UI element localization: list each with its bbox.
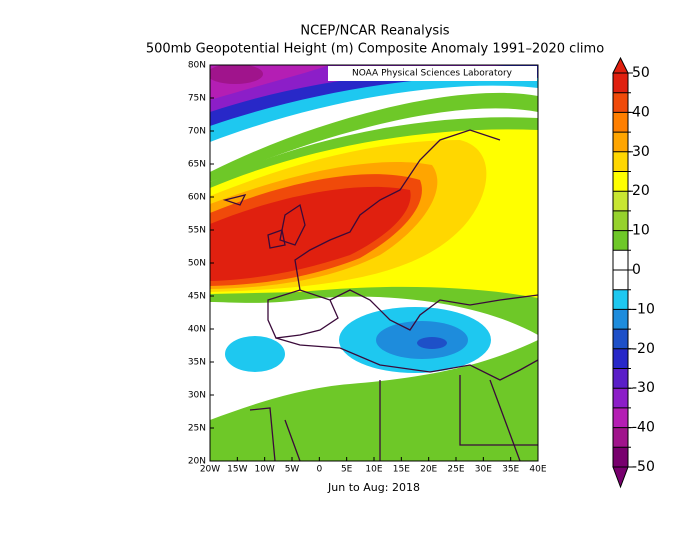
lat-label: 75N [188, 94, 206, 104]
colorbar-label: 20 [632, 183, 650, 199]
lat-label: 55N [188, 226, 206, 236]
colorbar-segment [613, 368, 628, 389]
credit-box [328, 66, 537, 81]
colorbar-arrow-top [612, 56, 629, 74]
lon-label: 15W [227, 465, 247, 475]
colorbar-segment [613, 151, 628, 172]
anomaly-field [210, 65, 538, 461]
colorbar: 50 40 30 20 10 0 -10 -20 -30 -40 -50 [612, 56, 655, 489]
lon-label: 35E [502, 465, 519, 475]
colorbar-segment [613, 309, 628, 330]
colorbar-label: -10 [632, 301, 655, 317]
colorbar-segment [613, 270, 628, 291]
colorbar-label: -30 [632, 380, 655, 396]
colorbar-segment [613, 348, 628, 369]
colorbar-segment [613, 447, 628, 468]
colorbar-label: 40 [632, 104, 650, 120]
colorbar-segment [613, 230, 628, 251]
subtitle: 500mb Geopotential Height (m) Composite … [146, 42, 604, 57]
colorbar-label: -40 [632, 420, 655, 436]
colorbar-segment [613, 250, 628, 271]
lon-label: 10E [365, 465, 382, 475]
colorbar-arrow-bottom [612, 466, 629, 489]
lon-label: 15E [393, 465, 410, 475]
colorbar-label: 10 [632, 223, 650, 239]
colorbar-label: 50 [632, 65, 650, 81]
lon-label: 5E [341, 465, 353, 475]
colorbar-label: -50 [632, 459, 655, 475]
colorbar-segment [613, 92, 628, 113]
lon-label: 20E [420, 465, 437, 475]
lon-label: 5W [285, 465, 300, 475]
colorbar-segment [613, 132, 628, 153]
lon-label: 20W [200, 465, 220, 475]
lat-label: 80N [188, 61, 206, 71]
lat-label: 35N [188, 358, 206, 368]
colorbar-label: 30 [632, 144, 650, 160]
lat-label: 70N [188, 127, 206, 137]
colorbar-segment [613, 112, 628, 133]
lat-label: 30N [188, 391, 206, 401]
lat-label: 40N [188, 325, 206, 335]
colorbar-segment [613, 73, 628, 94]
lon-label: 30E [475, 465, 492, 475]
colorbar-segment [613, 407, 628, 429]
period: Jun to Aug: 2018 [327, 481, 420, 494]
lat-label: 20N [188, 457, 206, 467]
lat-label: 25N [188, 424, 206, 434]
lon-label: 10W [254, 465, 274, 475]
colorbar-segment [613, 427, 628, 448]
lat-label: 60N [188, 193, 206, 203]
title: NCEP/NCAR Reanalysis [300, 24, 449, 39]
lat-label: 65N [188, 160, 206, 170]
lon-label: 0 [316, 465, 322, 475]
colorbar-segment [613, 289, 628, 310]
lat-label: 45N [188, 292, 206, 302]
lat-label: 50N [188, 259, 206, 269]
colorbar-label: 0 [632, 262, 641, 278]
lon-label: 40E [529, 465, 546, 475]
credit: NOAA Physical Sciences Laboratory [352, 69, 513, 79]
colorbar-segment [613, 191, 628, 212]
lon-label: 25E [447, 465, 464, 475]
colorbar-label: -20 [632, 341, 655, 357]
colorbar-segment [613, 171, 628, 192]
colorbar-segment [613, 329, 628, 350]
colorbar-segment [613, 210, 628, 232]
axis-labels: 80N75N70N65N60N55N50N45N40N35N30N25N20N2… [188, 61, 547, 475]
colorbar-segment [613, 388, 628, 409]
